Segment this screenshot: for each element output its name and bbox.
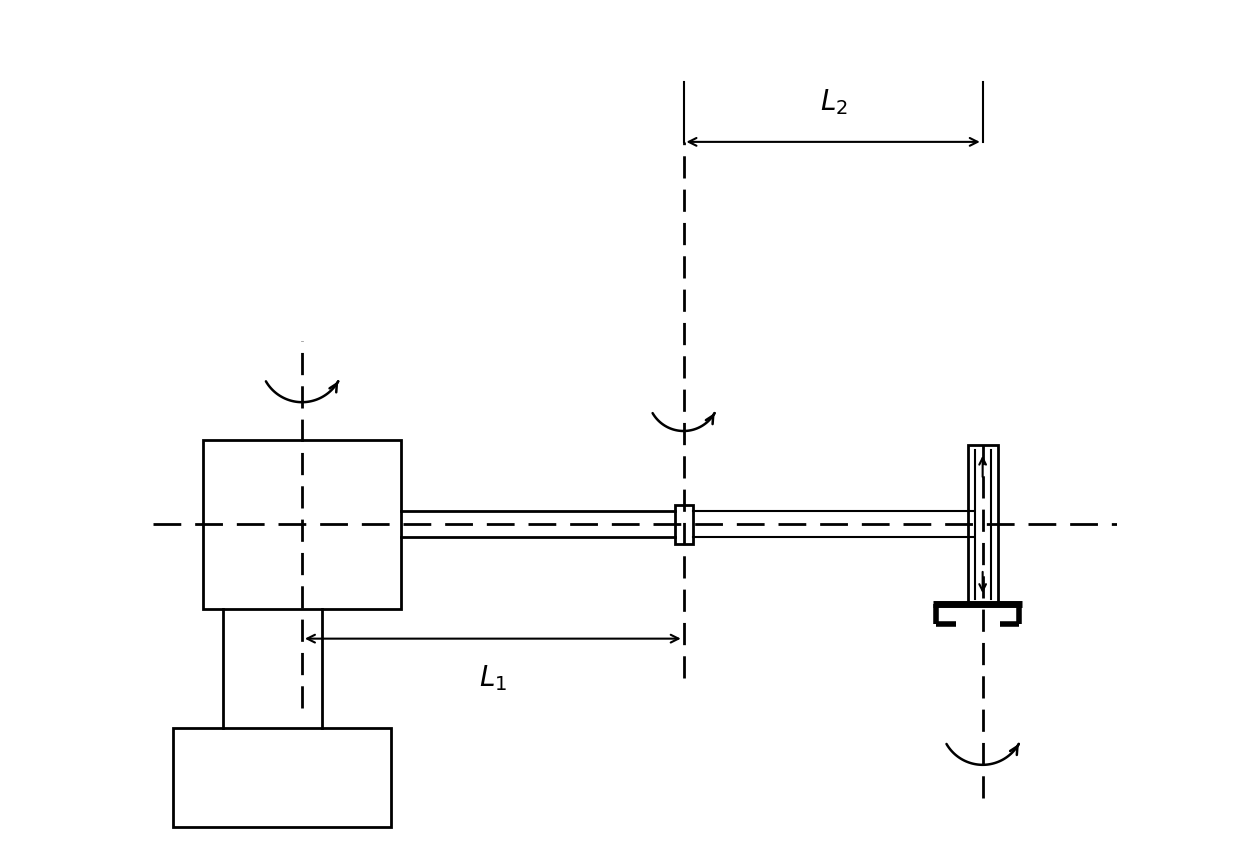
Bar bbox=[202, 440, 402, 609]
Bar bbox=[967, 445, 997, 604]
Bar bbox=[172, 728, 392, 827]
Bar bbox=[675, 505, 692, 544]
Text: $L_2$: $L_2$ bbox=[820, 87, 847, 117]
Text: $L_1$: $L_1$ bbox=[479, 663, 507, 693]
